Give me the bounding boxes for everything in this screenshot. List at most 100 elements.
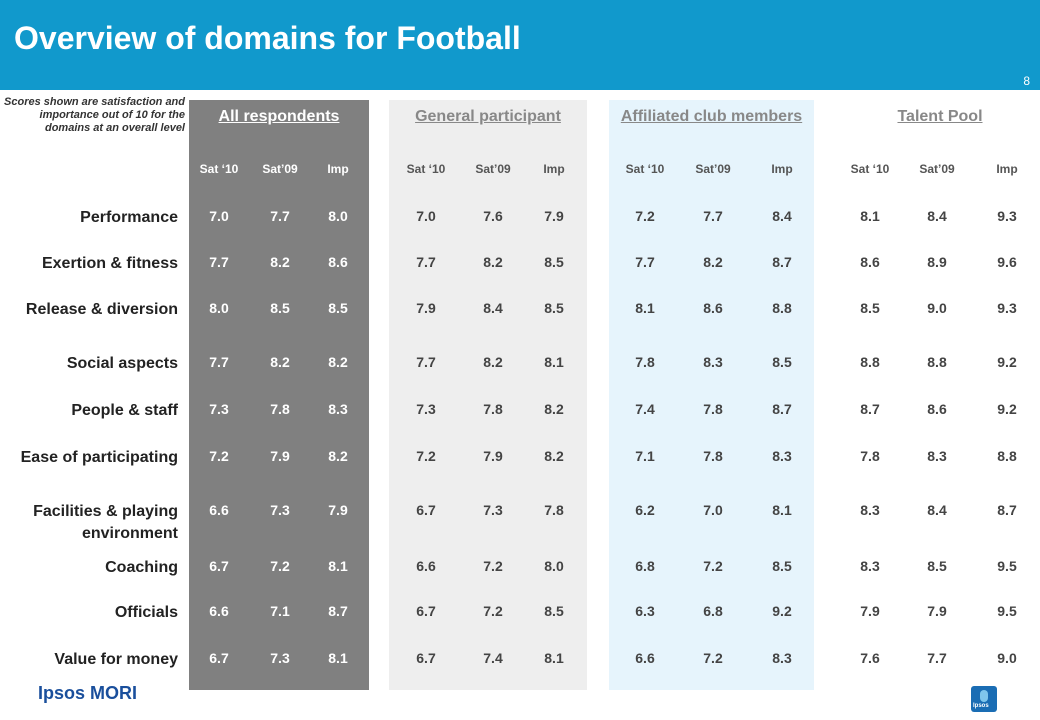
table-cell: 6.2 xyxy=(635,502,655,518)
table-cell: 9.2 xyxy=(997,401,1017,417)
table-cell: 8.4 xyxy=(927,502,947,518)
table-cell: 7.2 xyxy=(483,603,503,619)
column-header: Sat’09 xyxy=(475,162,511,176)
table-cell: 7.4 xyxy=(483,650,503,666)
table-cell: 8.0 xyxy=(544,558,564,574)
table-cell: 8.3 xyxy=(772,650,792,666)
table-cell: 9.5 xyxy=(997,558,1017,574)
table-cell: 7.7 xyxy=(416,354,436,370)
table-cell: 7.9 xyxy=(544,208,564,224)
table-cell: 6.6 xyxy=(209,603,229,619)
table-cell: 8.1 xyxy=(328,558,348,574)
badge-text: Ipsos xyxy=(973,703,989,709)
table-cell: 7.9 xyxy=(927,603,947,619)
row-label: Release & diversion xyxy=(25,301,178,318)
panel-2: Affiliated club members xyxy=(609,100,814,690)
row-label: Exertion & fitness xyxy=(41,255,178,272)
table-cell: 8.5 xyxy=(270,300,290,316)
table-cell: 8.2 xyxy=(483,354,503,370)
column-header: Sat ‘10 xyxy=(406,162,446,176)
table-cell: 8.2 xyxy=(328,448,348,464)
table-cell: 7.0 xyxy=(703,502,723,518)
table-cell: 8.3 xyxy=(772,448,792,464)
panel-title: Talent Pool xyxy=(897,108,983,125)
column-header: Imp xyxy=(327,162,349,176)
table-cell: 9.2 xyxy=(772,603,792,619)
table-cell: 7.4 xyxy=(635,401,655,417)
column-header: Imp xyxy=(996,162,1018,176)
column-header: Sat ‘10 xyxy=(625,162,665,176)
table-cell: 8.8 xyxy=(772,300,792,316)
table-cell: 9.3 xyxy=(997,208,1017,224)
table-cell: 8.5 xyxy=(772,558,792,574)
row-label: Coaching xyxy=(105,559,178,576)
table-cell: 8.2 xyxy=(544,448,564,464)
row-label: Officials xyxy=(114,604,178,621)
table-cell: 8.4 xyxy=(927,208,947,224)
table-cell: 8.6 xyxy=(703,300,723,316)
panel-title: All respondents xyxy=(218,108,340,125)
table-cell: 7.2 xyxy=(483,558,503,574)
table-cell: 7.2 xyxy=(703,558,723,574)
table-cell: 7.6 xyxy=(483,208,503,224)
column-header: Sat’09 xyxy=(695,162,731,176)
table-cell: 6.6 xyxy=(209,502,229,518)
table-cell: 9.3 xyxy=(997,300,1017,316)
table-cell: 8.0 xyxy=(209,300,229,316)
table-cell: 8.1 xyxy=(328,650,348,666)
table-cell: 7.2 xyxy=(209,448,229,464)
table-cell: 7.2 xyxy=(270,558,290,574)
table-cell: 7.7 xyxy=(635,254,655,270)
table-cell: 6.7 xyxy=(416,502,436,518)
table-cell: 7.8 xyxy=(483,401,503,417)
badge-shape xyxy=(980,690,988,702)
table-cell: 8.5 xyxy=(544,254,564,270)
ipsos-badge-icon: Ipsos xyxy=(971,686,997,712)
panel-title: Affiliated club members xyxy=(620,108,803,125)
table-cell: 7.3 xyxy=(270,650,290,666)
table-cell: 7.7 xyxy=(703,208,723,224)
table-cell: 8.2 xyxy=(703,254,723,270)
table-cell: 7.9 xyxy=(416,300,436,316)
column-header: Imp xyxy=(543,162,565,176)
row-label: Social aspects xyxy=(66,355,178,372)
table-cell: 7.1 xyxy=(270,603,290,619)
table-cell: 8.7 xyxy=(328,603,348,619)
table-cell: 7.3 xyxy=(416,401,436,417)
table-cell: 7.9 xyxy=(483,448,503,464)
table-cell: 7.3 xyxy=(209,401,229,417)
table-cell: 8.7 xyxy=(997,502,1017,518)
table-cell: 8.1 xyxy=(544,650,564,666)
table-cell: 9.5 xyxy=(997,603,1017,619)
table-cell: 7.8 xyxy=(860,448,880,464)
table-cell: 7.2 xyxy=(703,650,723,666)
table-cell: 7.7 xyxy=(209,254,229,270)
table-cell: 8.4 xyxy=(483,300,503,316)
table-cell: 6.6 xyxy=(635,650,655,666)
page-number: 8 xyxy=(1023,74,1030,88)
table-cell: 8.1 xyxy=(544,354,564,370)
column-header: Sat ‘10 xyxy=(199,162,239,176)
table-cell: 7.2 xyxy=(635,208,655,224)
table-cell: 8.4 xyxy=(772,208,792,224)
table-cell: 7.8 xyxy=(270,401,290,417)
table-cell: 6.3 xyxy=(635,603,655,619)
table-cell: 7.9 xyxy=(270,448,290,464)
table-cell: 7.8 xyxy=(703,401,723,417)
table-cell: 7.7 xyxy=(270,208,290,224)
table-cell: 7.8 xyxy=(635,354,655,370)
panel-0: All respondents xyxy=(189,100,369,690)
header-bar: Overview of domains for Football 8 xyxy=(0,0,1040,90)
column-header: Imp xyxy=(771,162,793,176)
table-cell: 8.5 xyxy=(860,300,880,316)
table-cell: 7.9 xyxy=(860,603,880,619)
table-cell: 7.8 xyxy=(703,448,723,464)
table-cell: 9.2 xyxy=(997,354,1017,370)
table-cell: 8.6 xyxy=(328,254,348,270)
table-cell: 8.1 xyxy=(772,502,792,518)
table-cell: 7.9 xyxy=(328,502,348,518)
table-cell: 8.8 xyxy=(927,354,947,370)
table-cell: 7.8 xyxy=(544,502,564,518)
table-cell: 9.0 xyxy=(927,300,947,316)
column-header: Sat’09 xyxy=(919,162,955,176)
